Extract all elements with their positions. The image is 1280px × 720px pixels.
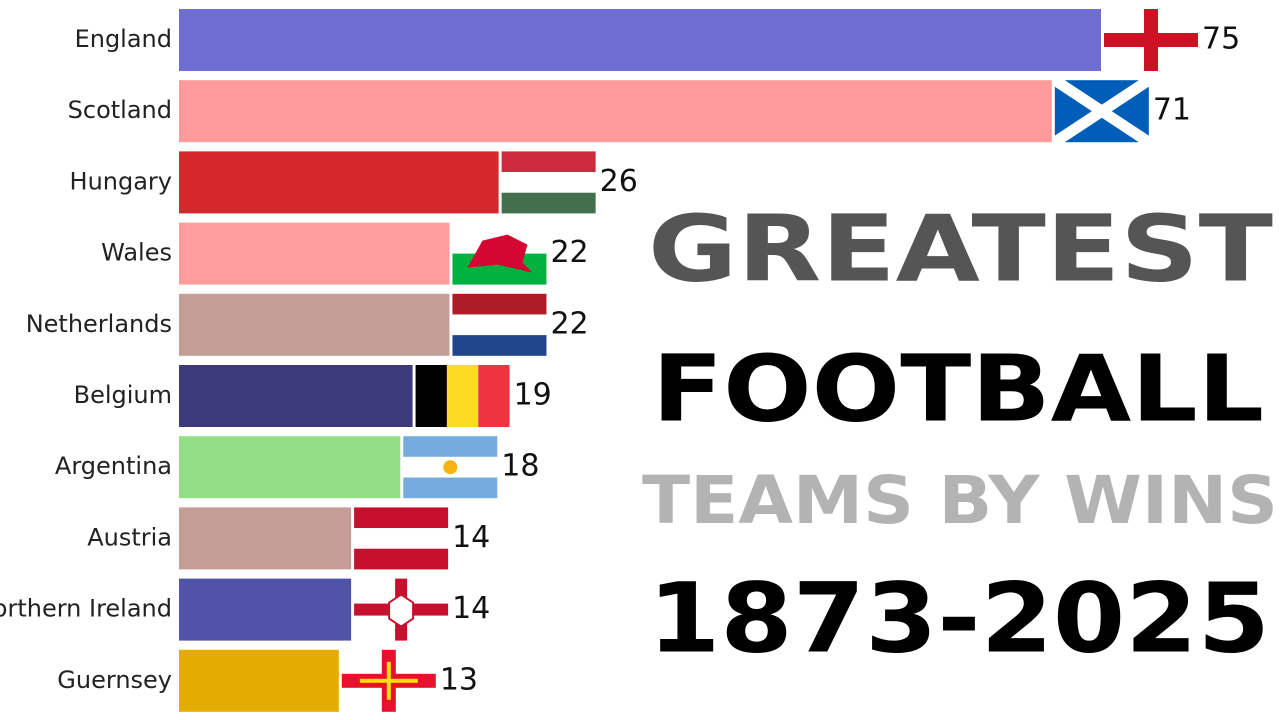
value-label: 22 <box>550 235 588 270</box>
flag-part <box>354 528 449 549</box>
bar <box>179 9 1101 71</box>
annotation: 1873-2025 <box>648 562 1270 674</box>
category-label: Guernsey <box>57 666 172 694</box>
title-line: FOOTBALL <box>652 335 1264 442</box>
value-label: 14 <box>452 591 490 626</box>
title-line: GREATEST <box>648 195 1273 302</box>
flag-part <box>478 365 510 427</box>
value-label: 14 <box>452 520 490 555</box>
flag-part <box>501 172 596 193</box>
flag-part <box>415 365 447 427</box>
category-label: Northern Ireland <box>0 595 172 623</box>
flag-part <box>443 460 458 475</box>
flag <box>452 222 547 285</box>
category-label: Hungary <box>70 167 172 195</box>
bar <box>179 578 352 641</box>
flag-part <box>403 477 498 499</box>
flag <box>1104 9 1198 71</box>
subtitle: TEAMS BY WINS <box>642 462 1278 539</box>
bar <box>179 436 401 499</box>
category-label: Scotland <box>68 96 172 124</box>
value-label: 13 <box>440 662 478 697</box>
flag-part <box>354 548 449 570</box>
bar <box>179 222 450 285</box>
flag <box>501 151 596 214</box>
flag-part <box>501 151 596 173</box>
value-label: 26 <box>600 164 638 199</box>
flag <box>354 578 449 641</box>
flag <box>341 649 436 712</box>
bar <box>179 293 450 356</box>
bar <box>179 151 499 214</box>
value-label: 71 <box>1153 93 1191 128</box>
value-label: 19 <box>514 378 552 413</box>
value-label: 18 <box>501 449 539 484</box>
category-label: Argentina <box>55 452 172 480</box>
value-label: 75 <box>1202 22 1240 57</box>
flag-part <box>403 436 498 457</box>
flag-part <box>467 234 533 273</box>
flag-part <box>452 314 547 336</box>
category-label: Wales <box>101 239 172 267</box>
category-label: England <box>75 25 172 53</box>
category-label: Austria <box>87 523 172 551</box>
flag <box>452 293 547 356</box>
flag-part <box>452 293 547 315</box>
bar <box>179 507 352 570</box>
flag <box>1051 75 1152 147</box>
bar <box>179 80 1052 143</box>
flag <box>354 507 449 570</box>
bar <box>179 649 339 712</box>
flag <box>403 436 498 499</box>
flag <box>415 365 510 427</box>
flag-part <box>354 507 449 529</box>
flag-part <box>452 335 547 356</box>
category-label: Netherlands <box>26 310 172 338</box>
value-label: 22 <box>550 306 588 341</box>
bar <box>179 365 413 427</box>
flag-part <box>359 678 418 683</box>
flag-part <box>1104 33 1198 47</box>
flag-part <box>1051 75 1152 147</box>
flag-part <box>388 593 415 628</box>
flag-part <box>501 192 596 214</box>
category-label: Belgium <box>74 381 172 409</box>
flag-part <box>446 365 479 427</box>
